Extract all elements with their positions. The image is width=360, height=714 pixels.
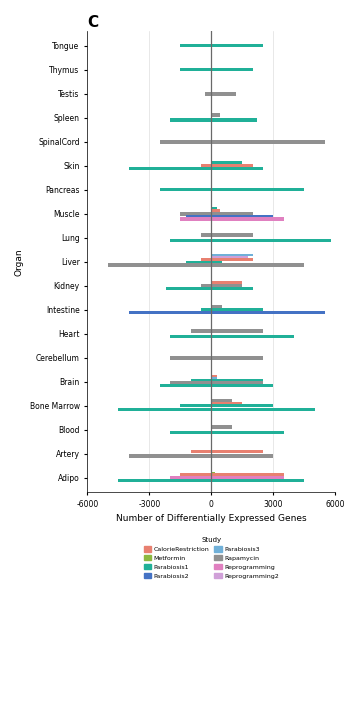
Bar: [211, 471, 215, 473]
Bar: [211, 402, 242, 405]
Bar: [180, 211, 253, 216]
Bar: [201, 283, 242, 288]
Bar: [129, 167, 263, 170]
Bar: [186, 261, 222, 263]
Bar: [170, 238, 331, 241]
Bar: [201, 233, 253, 237]
Bar: [166, 287, 253, 290]
Bar: [211, 377, 217, 380]
Bar: [201, 164, 253, 167]
Bar: [180, 44, 263, 47]
Bar: [129, 454, 273, 458]
Bar: [159, 188, 304, 191]
Bar: [180, 473, 284, 476]
Bar: [159, 139, 325, 144]
Bar: [211, 281, 242, 284]
Y-axis label: Organ: Organ: [15, 248, 24, 276]
Bar: [211, 256, 248, 258]
Bar: [211, 399, 232, 403]
Bar: [191, 450, 263, 453]
Bar: [211, 426, 232, 429]
Bar: [205, 91, 236, 96]
Bar: [191, 378, 263, 382]
Bar: [129, 311, 325, 314]
Bar: [211, 209, 220, 212]
Bar: [211, 375, 217, 378]
Bar: [108, 263, 304, 267]
Bar: [212, 114, 220, 117]
Bar: [180, 217, 284, 221]
Text: C: C: [87, 15, 98, 30]
Bar: [201, 308, 263, 311]
Bar: [191, 329, 263, 333]
Bar: [118, 479, 304, 482]
Bar: [211, 253, 253, 256]
X-axis label: Number of Differentially Expressed Genes: Number of Differentially Expressed Genes: [116, 514, 307, 523]
Bar: [211, 207, 217, 210]
Bar: [170, 476, 284, 479]
Bar: [180, 404, 273, 407]
Bar: [118, 408, 315, 411]
Bar: [186, 215, 273, 218]
Legend: CalorieRestriction, Metformin, Parabiosis1, Parabiosis2, Parabiosis3, Rapamycin,: CalorieRestriction, Metformin, Parabiosi…: [141, 535, 282, 581]
Bar: [159, 384, 273, 387]
Bar: [211, 305, 222, 309]
Bar: [170, 431, 284, 433]
Bar: [211, 161, 242, 164]
Bar: [170, 381, 263, 386]
Bar: [201, 258, 253, 261]
Bar: [170, 356, 263, 360]
Bar: [180, 68, 253, 71]
Bar: [170, 335, 294, 338]
Bar: [170, 119, 257, 121]
